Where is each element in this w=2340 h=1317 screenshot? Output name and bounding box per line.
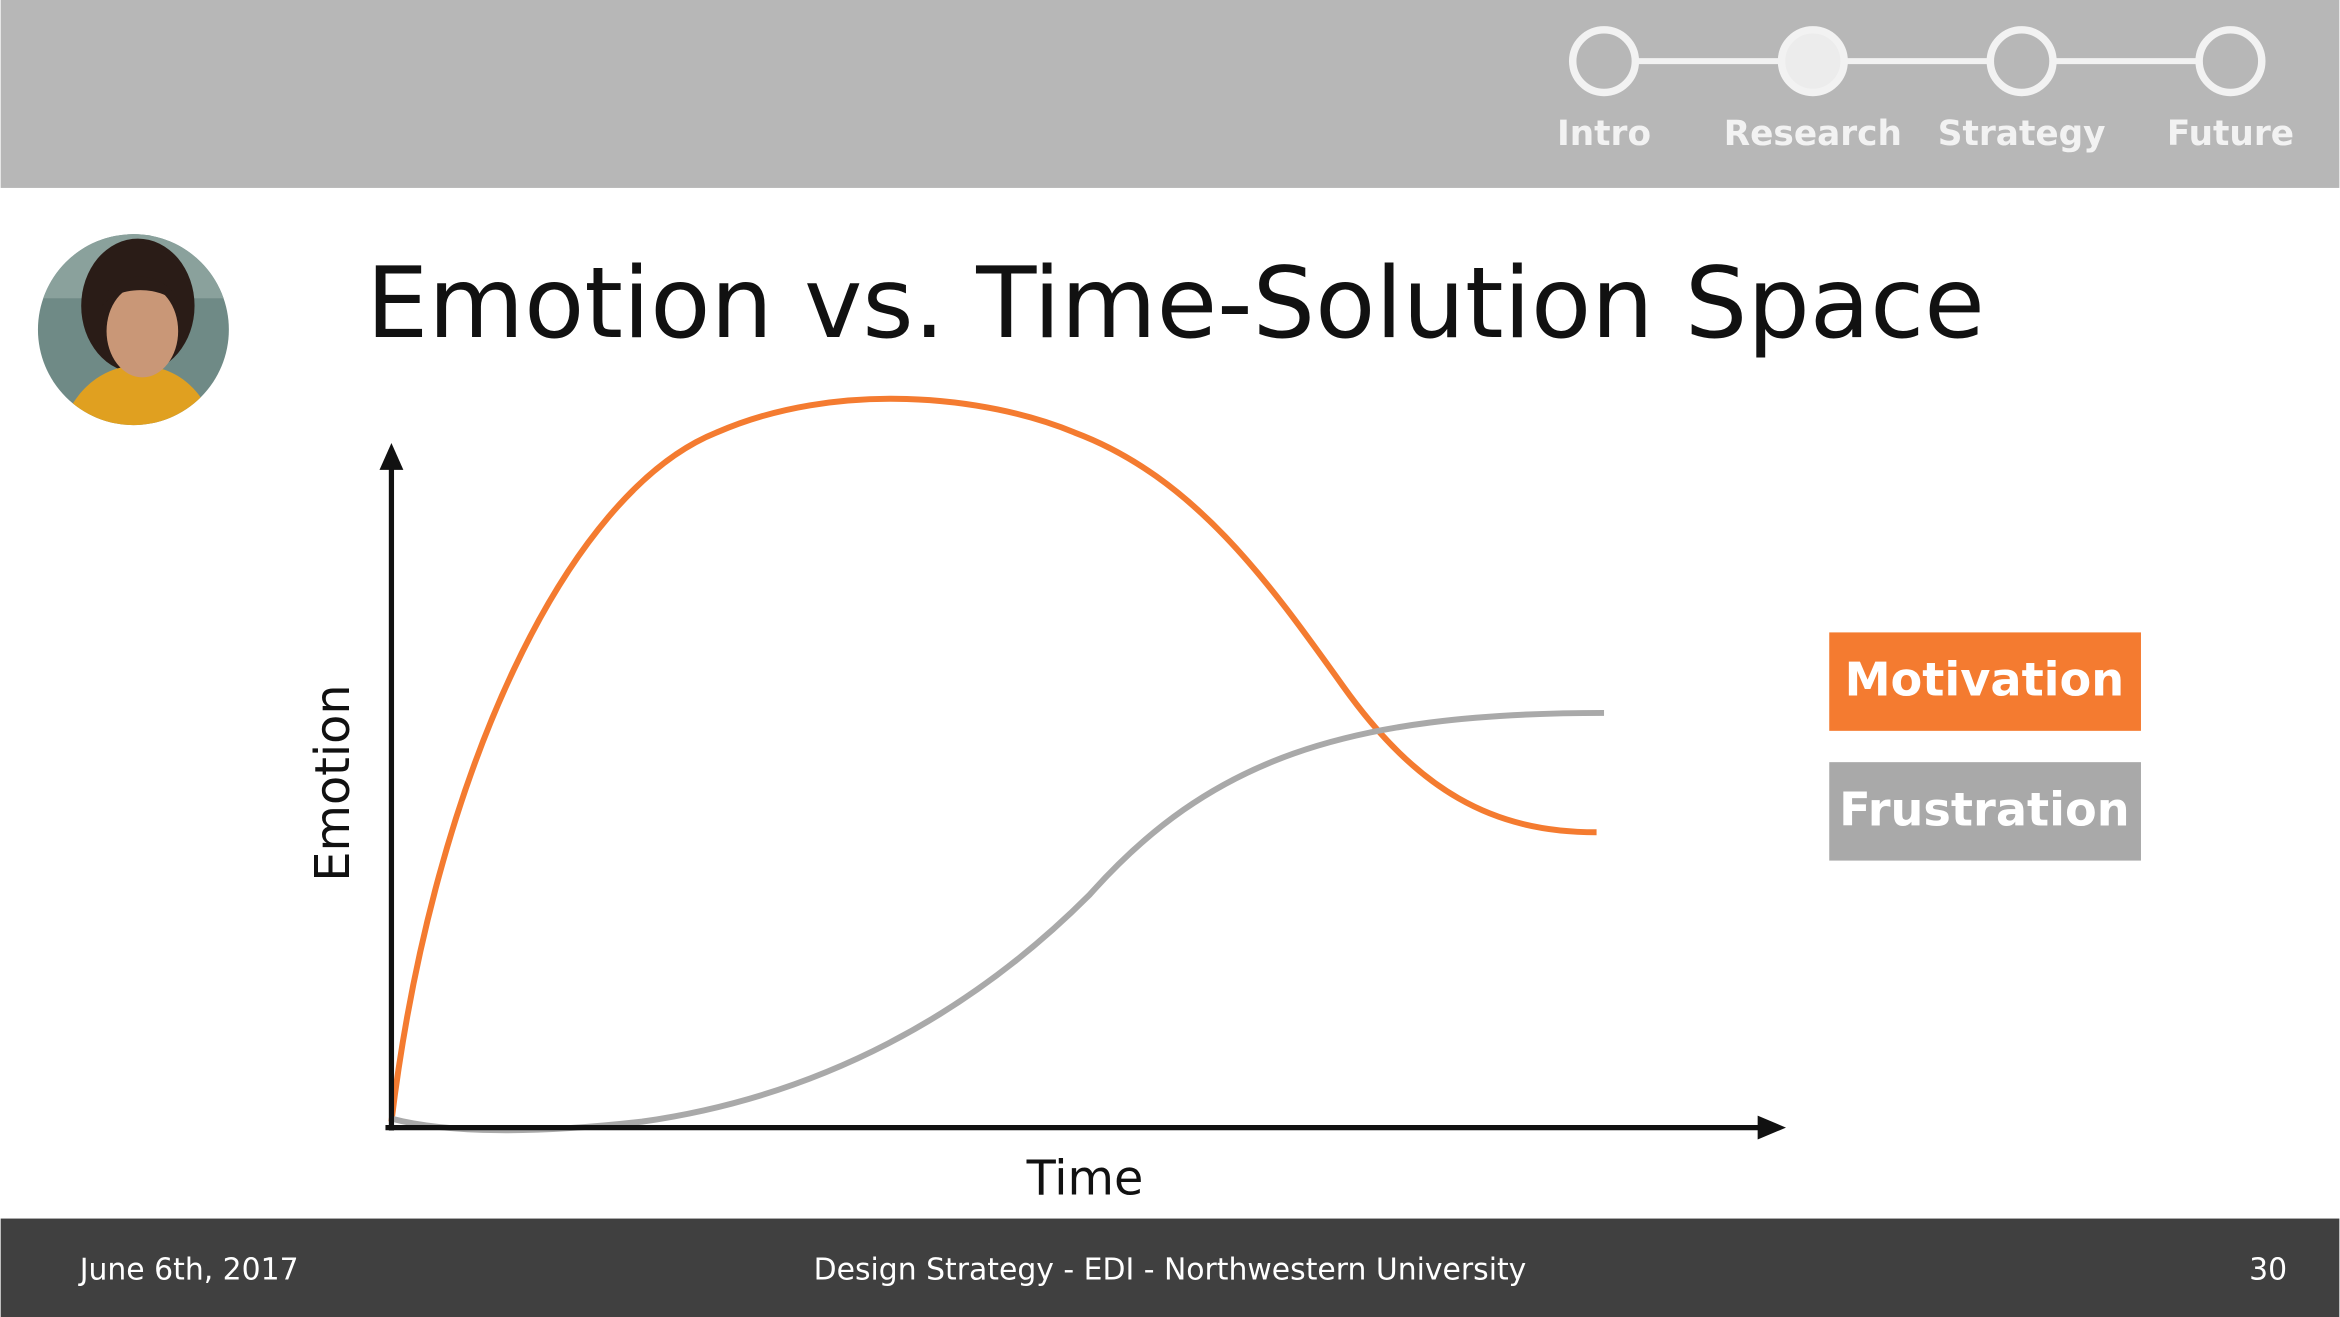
step-label: Research [1724,114,1902,154]
motivation-curve [388,395,1597,1122]
legend-label: Motivation [1845,653,2125,707]
progress-steps: Intro Research Strategy Future [1557,26,2294,154]
step-dot [1777,26,1848,97]
page-number: 30 [2249,1252,2287,1287]
x-axis-label: Time [1026,1151,1144,1206]
x-arrow [1757,1115,1786,1140]
slide-title: Emotion vs. Time-Solution Space [366,247,1985,361]
step-dot [1568,26,1640,97]
legend-swatch [1829,762,2141,861]
header-bar [0,0,2340,188]
avatar [37,234,229,426]
legend: Motivation Frustration [1829,632,2141,861]
step-label: Intro [1557,114,1651,154]
step-dot [2195,26,2266,97]
legend-label: Frustration [1839,782,2130,836]
step-label: Strategy [1938,114,2106,154]
step-label: Future [2167,114,2294,154]
footer-bar [0,1218,2340,1317]
footer-date: June 6th, 2017 [78,1252,299,1287]
y-axis-label: Emotion [306,684,361,881]
legend-swatch [1829,632,2141,731]
diagram: Emotion Time [306,395,1786,1206]
footer-center: Design Strategy - EDI - Northwestern Uni… [814,1252,1527,1287]
y-arrow [379,442,404,470]
step-dot [1986,26,2057,97]
